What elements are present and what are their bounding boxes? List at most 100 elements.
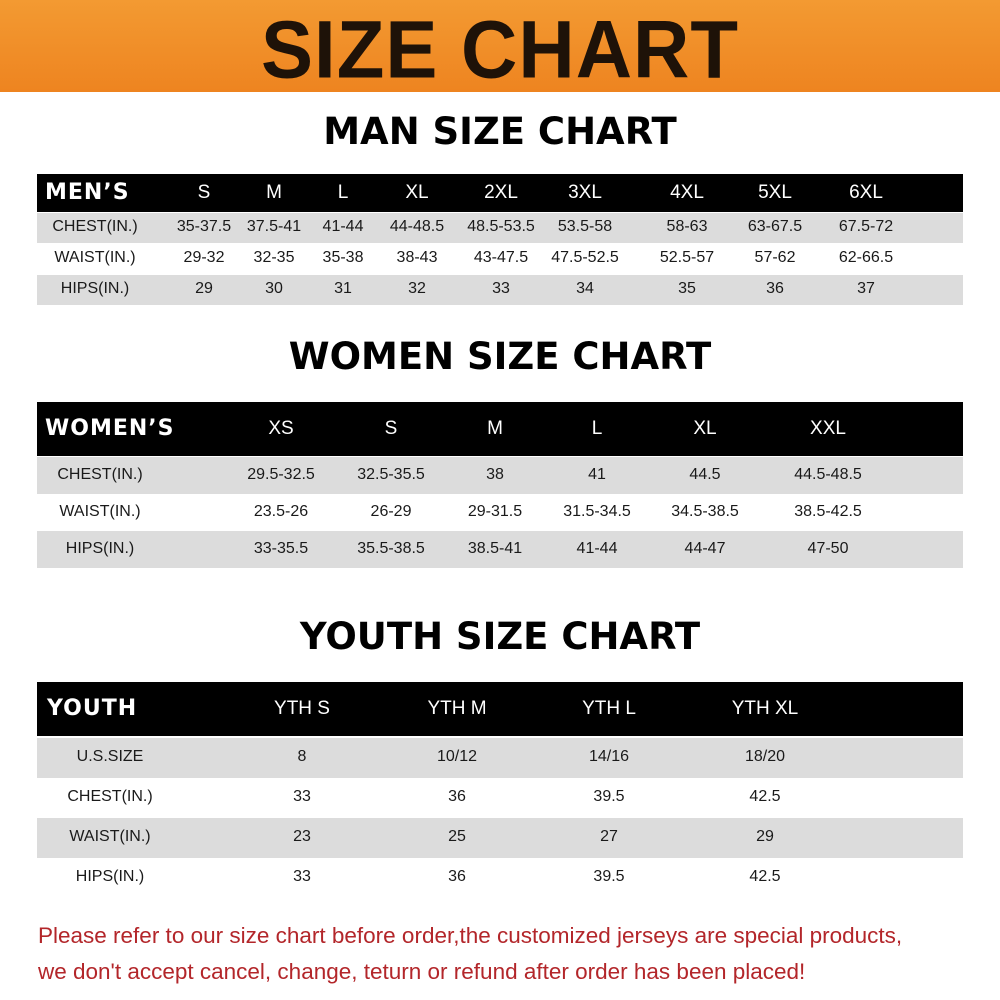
size-header: XS (268, 418, 294, 439)
table-cell: 43-47.5 (473, 249, 529, 266)
table-cell: 36 (766, 280, 784, 297)
table-cell: 38-43 (396, 249, 438, 266)
table-cell: 58-63 (666, 218, 708, 235)
table-cell: 23.5-26 (253, 502, 309, 520)
order-notice: Please refer to our size chart before or… (38, 918, 978, 990)
table-row: HIPS(IN.) 33-35.5 35.5-38.5 38.5-41 41-44 44-… (37, 531, 963, 568)
size-header: 2XL (484, 182, 518, 203)
table-cell: 23 (293, 828, 311, 845)
women-table-header: WOMEN’S XS S M L XL XXL (37, 402, 963, 456)
table-cell: 33 (293, 788, 311, 805)
table-cell: 33-35.5 (253, 539, 309, 557)
size-header: M (266, 182, 282, 203)
table-cell: 41-44 (322, 218, 364, 235)
table-cell: 35-37.5 (176, 218, 232, 235)
row-label: CHEST(IN.) (57, 465, 143, 483)
header-label: WOMEN’S (45, 416, 175, 441)
header-label: MEN’S (45, 180, 130, 205)
size-header: XL (405, 182, 429, 203)
table-row: CHEST(IN.) 33 36 39.5 42.5 (37, 778, 963, 818)
table-row: HIPS(IN.) 29 30 31 32 33 34 35 36 37 (37, 275, 963, 305)
table-cell: 35-38 (322, 249, 364, 266)
size-header: 3XL (568, 182, 602, 203)
table-cell: 44-48.5 (389, 218, 445, 235)
youth-section-title: YOUTH SIZE CHART (299, 615, 701, 658)
table-cell: 42.5 (749, 788, 781, 805)
table-cell: 37 (857, 280, 875, 297)
table-cell: 29-31.5 (467, 502, 523, 520)
table-cell: 32.5-35.5 (357, 465, 425, 483)
size-header: XL (693, 418, 717, 439)
size-header: S (197, 182, 211, 203)
table-cell: 48.5-53.5 (467, 218, 535, 235)
row-label: WAIST(IN.) (69, 828, 151, 845)
table-cell: 33 (492, 280, 510, 297)
row-label: CHEST(IN.) (52, 218, 138, 235)
table-cell: 25 (448, 828, 466, 845)
table-row: CHEST(IN.) 35-37.5 37.5-41 41-44 44-48.5 48.5… (37, 213, 963, 243)
table-cell: 53.5-58 (557, 218, 613, 235)
table-cell: 31.5-34.5 (563, 502, 631, 520)
table-cell: 14/16 (588, 748, 630, 765)
table-cell: 33 (293, 868, 311, 885)
table-cell: 26-29 (370, 502, 412, 520)
table-cell: 47.5-52.5 (551, 249, 619, 266)
size-header: YTH L (582, 698, 636, 719)
banner: SIZE CHART (0, 0, 1000, 95)
table-cell: 47-50 (807, 539, 849, 557)
table-cell: 36 (448, 868, 466, 885)
row-label: CHEST(IN.) (67, 788, 153, 805)
row-label: HIPS(IN.) (65, 539, 135, 557)
row-label: WAIST(IN.) (59, 502, 141, 520)
row-label: U.S.SIZE (76, 748, 144, 765)
table-cell: 34.5-38.5 (671, 502, 739, 520)
table-row: U.S.SIZE 8 10/12 14/16 18/20 (37, 738, 963, 778)
table-cell: 27 (600, 828, 618, 845)
men-table-header: MEN’S S M L XL 2XL 3XL 4XL 5XL 6XL (37, 174, 963, 212)
size-header: L (337, 182, 349, 203)
table-cell: 29 (756, 828, 774, 845)
size-header: YTH XL (731, 698, 799, 719)
size-header: L (591, 418, 603, 439)
table-row: WAIST(IN.) 23 25 27 29 (37, 818, 963, 858)
table-cell: 57-62 (754, 249, 796, 266)
size-header: S (384, 418, 398, 439)
table-row: HIPS(IN.) 33 36 39.5 42.5 (37, 858, 963, 898)
table-cell: 37.5-41 (246, 218, 302, 235)
women-section-title: WOMEN SIZE CHART (288, 335, 712, 378)
table-cell: 52.5-57 (659, 249, 715, 266)
size-header: 5XL (758, 182, 792, 203)
size-header: 6XL (849, 182, 883, 203)
table-row: CHEST(IN.) 29.5-32.5 32.5-35.5 38 41 44.5 44.5… (37, 457, 963, 494)
table-cell: 41 (588, 465, 606, 483)
table-cell: 44.5-48.5 (794, 465, 862, 483)
table-cell: 32 (408, 280, 426, 297)
youth-table-header: YOUTH YTH S YTH M YTH L YTH XL (37, 682, 963, 736)
table-cell: 35.5-38.5 (357, 539, 425, 557)
size-header: XXL (810, 418, 846, 439)
table-cell: 32-35 (253, 249, 295, 266)
row-label: HIPS(IN.) (60, 280, 130, 297)
table-cell: 34 (576, 280, 594, 297)
table-cell: 30 (265, 280, 283, 297)
table-cell: 63-67.5 (747, 218, 803, 235)
notice-line-2: we don't accept cancel, change, teturn o… (38, 959, 806, 984)
size-header: 4XL (670, 182, 704, 203)
table-cell: 44.5 (689, 465, 721, 483)
table-cell: 38.5-42.5 (794, 502, 862, 520)
table-cell: 29 (195, 280, 213, 297)
table-cell: 38 (486, 465, 504, 483)
table-row: WAIST(IN.) 29-32 32-35 35-38 38-43 43-47.5 47.… (37, 244, 963, 274)
table-cell: 42.5 (749, 868, 781, 885)
page-title: SIZE CHART (261, 2, 739, 96)
table-cell: 18/20 (744, 748, 786, 765)
row-label: HIPS(IN.) (75, 868, 145, 885)
size-header: M (487, 418, 503, 439)
table-cell: 31 (334, 280, 352, 297)
size-header: YTH S (274, 698, 330, 719)
men-section-title: MAN SIZE CHART (323, 110, 677, 153)
table-cell: 10/12 (436, 748, 478, 765)
table-cell: 36 (448, 788, 466, 805)
table-cell: 67.5-72 (838, 218, 894, 235)
